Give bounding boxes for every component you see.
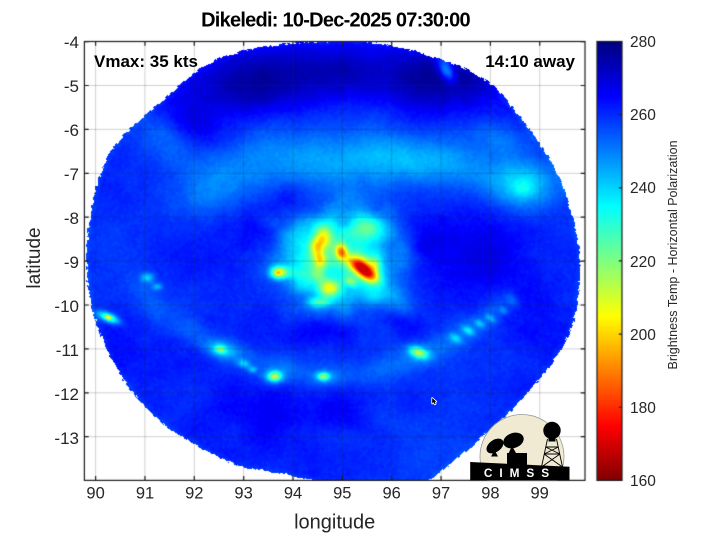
svg-text:CIMSS: CIMSS — [484, 466, 556, 480]
